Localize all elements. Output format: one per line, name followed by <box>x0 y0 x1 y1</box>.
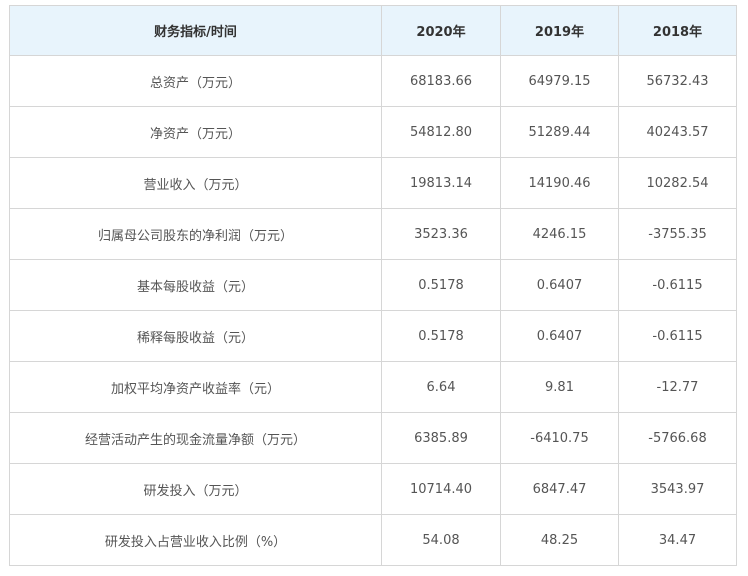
row-label: 稀释每股收益（元） <box>9 310 382 362</box>
header-year-2020: 2020年 <box>381 5 501 56</box>
cell-value: 68183.66 <box>381 55 501 107</box>
row-label: 归属母公司股东的净利润（万元） <box>9 208 382 260</box>
table-header-row: 财务指标/时间 2020年 2019年 2018年 <box>9 5 737 56</box>
cell-value: -5766.68 <box>618 412 737 464</box>
header-indicator: 财务指标/时间 <box>9 5 382 56</box>
cell-value: 34.47 <box>618 514 737 566</box>
row-label: 研发投入占营业收入比例（%） <box>9 514 382 566</box>
row-label: 经营活动产生的现金流量净额（万元） <box>9 412 382 464</box>
table-row: 研发投入（万元） 10714.40 6847.47 3543.97 <box>9 463 737 515</box>
table-row: 营业收入（万元） 19813.14 14190.46 10282.54 <box>9 157 737 209</box>
cell-value: 6.64 <box>381 361 501 413</box>
cell-value: 9.81 <box>500 361 619 413</box>
cell-value: 4246.15 <box>500 208 619 260</box>
cell-value: -12.77 <box>618 361 737 413</box>
cell-value: 40243.57 <box>618 106 737 158</box>
header-year-2019: 2019年 <box>500 5 619 56</box>
cell-value: -0.6115 <box>618 310 737 362</box>
table-row: 稀释每股收益（元） 0.5178 0.6407 -0.6115 <box>9 310 737 362</box>
cell-value: 0.6407 <box>500 259 619 311</box>
cell-value: 54812.80 <box>381 106 501 158</box>
cell-value: 14190.46 <box>500 157 619 209</box>
cell-value: -3755.35 <box>618 208 737 260</box>
cell-value: 6847.47 <box>500 463 619 515</box>
table-row: 加权平均净资产收益率（元） 6.64 9.81 -12.77 <box>9 361 737 413</box>
cell-value: 10282.54 <box>618 157 737 209</box>
table-row: 总资产（万元） 68183.66 64979.15 56732.43 <box>9 55 737 107</box>
cell-value: -0.6115 <box>618 259 737 311</box>
cell-value: 3523.36 <box>381 208 501 260</box>
table-row: 基本每股收益（元） 0.5178 0.6407 -0.6115 <box>9 259 737 311</box>
cell-value: 0.6407 <box>500 310 619 362</box>
financial-indicators-table: 财务指标/时间 2020年 2019年 2018年 总资产（万元） 68183.… <box>9 5 737 566</box>
table-row: 研发投入占营业收入比例（%） 54.08 48.25 34.47 <box>9 514 737 566</box>
cell-value: 0.5178 <box>381 259 501 311</box>
cell-value: 48.25 <box>500 514 619 566</box>
row-label: 加权平均净资产收益率（元） <box>9 361 382 413</box>
cell-value: 56732.43 <box>618 55 737 107</box>
cell-value: 0.5178 <box>381 310 501 362</box>
row-label: 净资产（万元） <box>9 106 382 158</box>
row-label: 营业收入（万元） <box>9 157 382 209</box>
financial-table-container: 财务指标/时间 2020年 2019年 2018年 总资产（万元） 68183.… <box>9 5 737 566</box>
table-row: 归属母公司股东的净利润（万元） 3523.36 4246.15 -3755.35 <box>9 208 737 260</box>
cell-value: 10714.40 <box>381 463 501 515</box>
cell-value: 6385.89 <box>381 412 501 464</box>
header-year-2018: 2018年 <box>618 5 737 56</box>
table-row: 净资产（万元） 54812.80 51289.44 40243.57 <box>9 106 737 158</box>
cell-value: 54.08 <box>381 514 501 566</box>
cell-value: 19813.14 <box>381 157 501 209</box>
table-row: 经营活动产生的现金流量净额（万元） 6385.89 -6410.75 -5766… <box>9 412 737 464</box>
cell-value: 64979.15 <box>500 55 619 107</box>
row-label: 总资产（万元） <box>9 55 382 107</box>
cell-value: 51289.44 <box>500 106 619 158</box>
cell-value: 3543.97 <box>618 463 737 515</box>
row-label: 研发投入（万元） <box>9 463 382 515</box>
row-label: 基本每股收益（元） <box>9 259 382 311</box>
cell-value: -6410.75 <box>500 412 619 464</box>
